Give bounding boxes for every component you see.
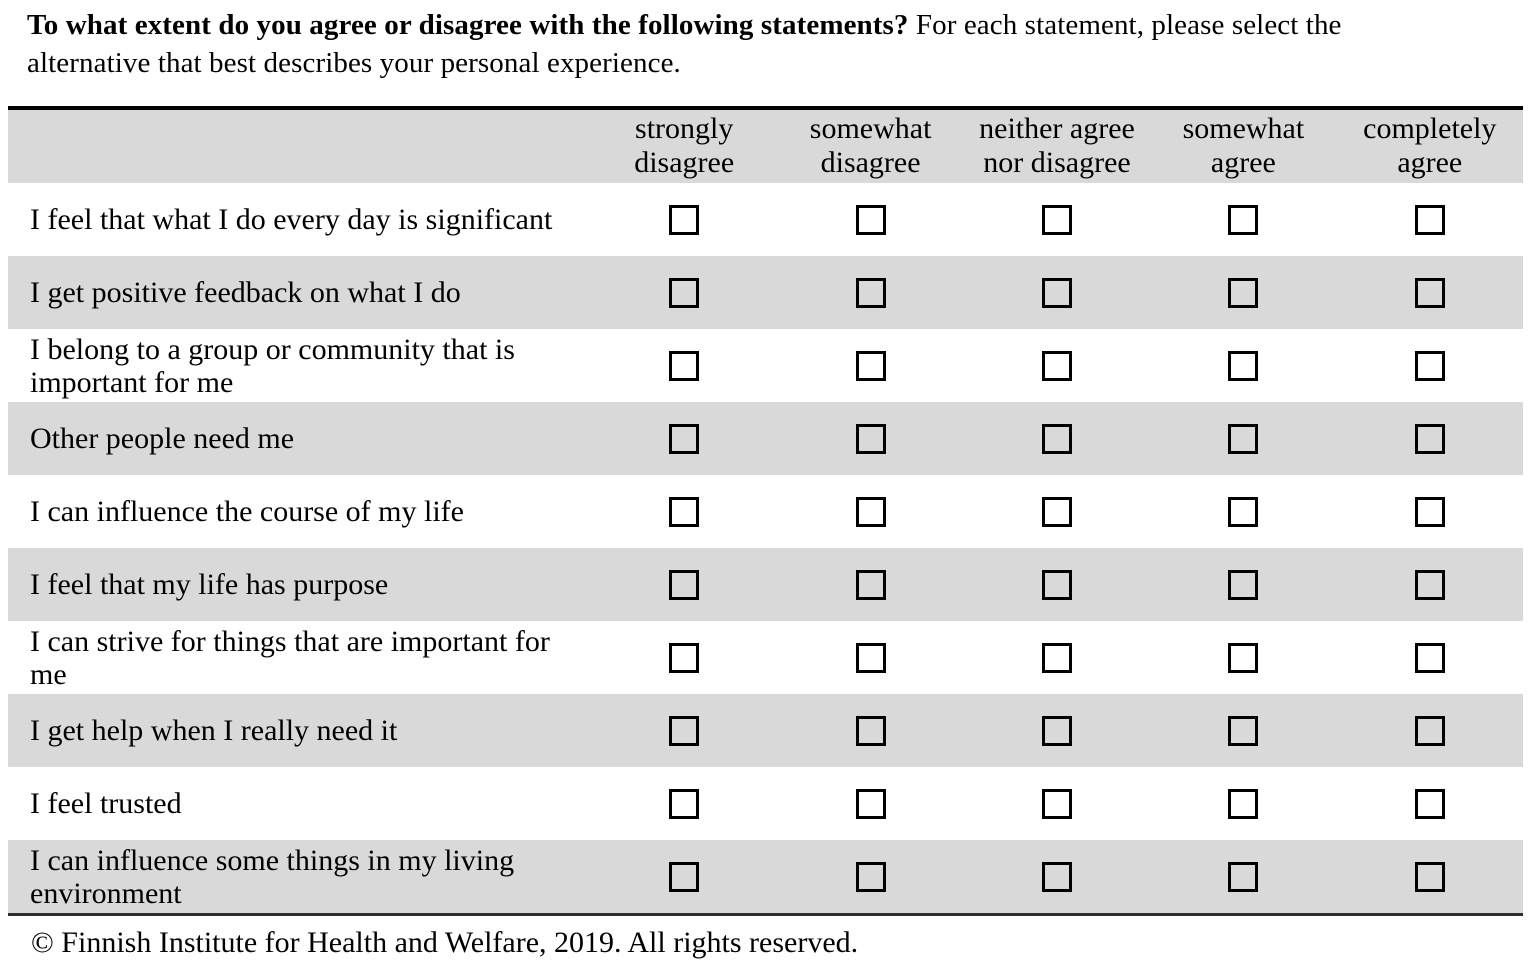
checkbox[interactable] [669, 788, 700, 819]
checkbox[interactable] [1041, 861, 1072, 892]
instruction-question-bold: To what extent do you agree or disagree … [27, 9, 909, 41]
header-statement-spacer [8, 110, 591, 183]
checkbox[interactable] [1041, 788, 1072, 819]
column-header-strongly-disagree: strongly disagree [634, 111, 735, 179]
checkbox[interactable] [1414, 277, 1445, 308]
checkbox[interactable] [669, 350, 700, 381]
checkbox[interactable] [1041, 496, 1072, 527]
checkbox[interactable] [1041, 277, 1072, 308]
table-row: I can influence the course of my life [8, 475, 1523, 548]
checkbox[interactable] [1041, 350, 1072, 381]
checkbox[interactable] [1414, 788, 1445, 819]
header-row: strongly disagree somewhat disagree neit… [8, 110, 1523, 183]
likert-table: strongly disagree somewhat disagree neit… [8, 106, 1523, 916]
checkbox[interactable] [1414, 861, 1445, 892]
checkbox[interactable] [1228, 204, 1259, 235]
checkbox[interactable] [1228, 788, 1259, 819]
checkbox[interactable] [855, 277, 886, 308]
checkbox[interactable] [855, 715, 886, 746]
checkbox[interactable] [1414, 642, 1445, 673]
table-row: I feel that my life has purpose [8, 548, 1523, 621]
table-row: I feel trusted [8, 767, 1523, 840]
checkbox[interactable] [669, 642, 700, 673]
statement-label: I get help when I really need it [30, 714, 398, 747]
checkbox[interactable] [669, 204, 700, 235]
checkbox[interactable] [669, 569, 700, 600]
instruction-text: To what extent do you agree or disagree … [27, 6, 1523, 82]
checkbox[interactable] [1228, 350, 1259, 381]
statement-label: I get positive feedback on what I do [30, 276, 461, 309]
checkbox[interactable] [1228, 861, 1259, 892]
column-header-somewhat-disagree: somewhat disagree [809, 111, 932, 179]
checkbox[interactable] [669, 423, 700, 454]
copyright-notice: © Finnish Institute for Health and Welfa… [31, 926, 859, 959]
table-row: I can strive for things that are importa… [8, 621, 1523, 694]
checkbox[interactable] [855, 350, 886, 381]
statement-label: I can influence the course of my life [30, 495, 464, 528]
checkbox[interactable] [1228, 423, 1259, 454]
checkbox[interactable] [1041, 569, 1072, 600]
table-row: I feel that what I do every day is signi… [8, 183, 1523, 256]
checkbox[interactable] [669, 496, 700, 527]
table-row: Other people need me [8, 402, 1523, 475]
checkbox[interactable] [855, 861, 886, 892]
checkbox[interactable] [1041, 642, 1072, 673]
table-row: I belong to a group or community that is… [8, 329, 1523, 402]
checkbox[interactable] [1414, 350, 1445, 381]
checkbox[interactable] [855, 569, 886, 600]
checkbox[interactable] [855, 204, 886, 235]
statement-label: Other people need me [30, 422, 295, 455]
checkbox[interactable] [1228, 569, 1259, 600]
checkbox[interactable] [669, 715, 700, 746]
checkbox[interactable] [1414, 569, 1445, 600]
checkbox[interactable] [1414, 423, 1445, 454]
checkbox[interactable] [855, 642, 886, 673]
checkbox[interactable] [1041, 715, 1072, 746]
checkbox[interactable] [669, 861, 700, 892]
table-row: I can influence some things in my living… [8, 840, 1523, 913]
column-header-neither: neither agree nor disagree [979, 111, 1135, 179]
checkbox[interactable] [1228, 715, 1259, 746]
checkbox[interactable] [855, 496, 886, 527]
checkbox[interactable] [1228, 496, 1259, 527]
statement-label: I can influence some things in my living… [30, 843, 515, 910]
statement-label: I feel that what I do every day is signi… [30, 203, 553, 236]
checkbox[interactable] [1041, 204, 1072, 235]
column-header-completely-agree: completely agree [1363, 111, 1497, 179]
checkbox[interactable] [1228, 277, 1259, 308]
checkbox[interactable] [855, 788, 886, 819]
statement-label: I can strive for things that are importa… [30, 624, 550, 691]
instruction-regular-part1: For each statement, please select the [908, 9, 1342, 41]
statement-label: I belong to a group or community that is… [30, 332, 515, 399]
checkbox[interactable] [1414, 715, 1445, 746]
table-row: I get positive feedback on what I do [8, 256, 1523, 329]
checkbox[interactable] [669, 277, 700, 308]
statement-label: I feel that my life has purpose [30, 568, 389, 601]
checkbox[interactable] [855, 423, 886, 454]
checkbox[interactable] [1228, 642, 1259, 673]
checkbox[interactable] [1041, 423, 1072, 454]
instruction-regular-part2: alternative that best describes your per… [27, 47, 681, 79]
column-header-somewhat-agree: somewhat agree [1182, 111, 1305, 179]
statement-label: I feel trusted [30, 787, 182, 820]
checkbox[interactable] [1414, 204, 1445, 235]
checkbox[interactable] [1414, 496, 1445, 527]
table-row: I get help when I really need it [8, 694, 1523, 767]
